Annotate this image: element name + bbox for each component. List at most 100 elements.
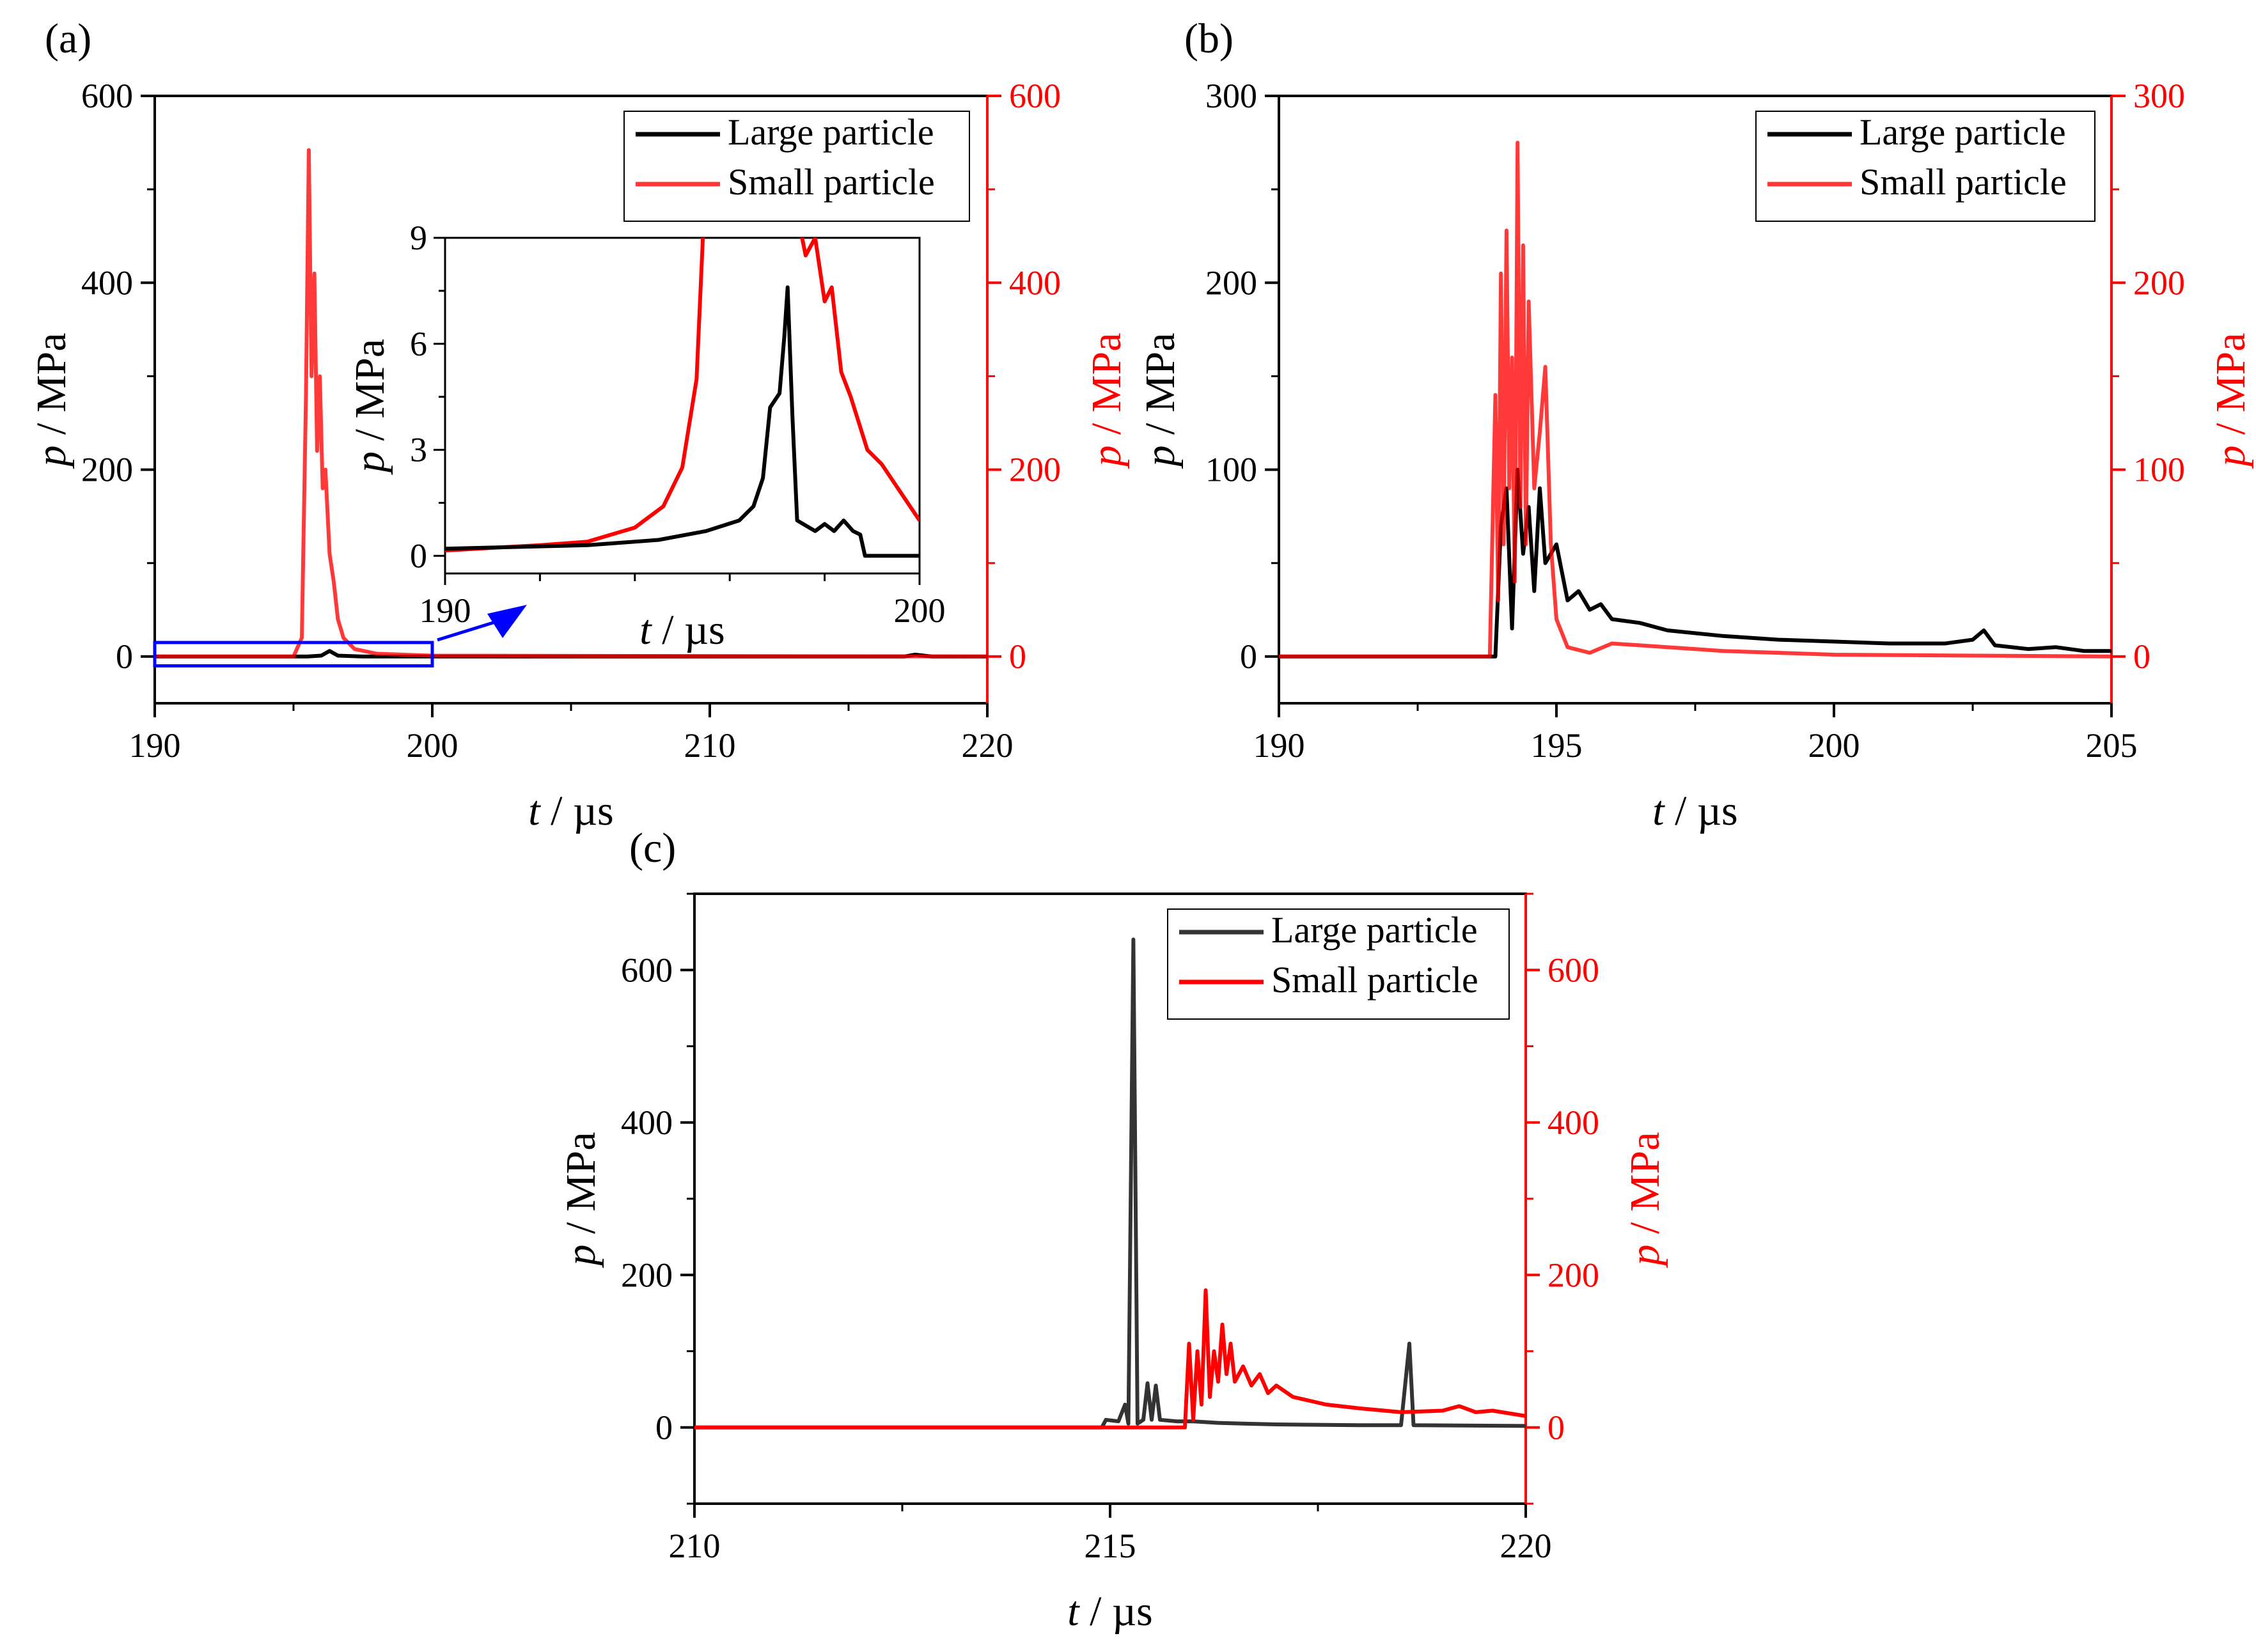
x-tick-label: 200 [1808,726,1860,765]
panel-b: 190 195 200 205 0 100 200 300 0 100 200 300 t / µs p … [1137,15,2254,834]
x-tick-label: 210 [684,726,736,765]
y2-tick-label: 100 [2133,451,2185,489]
y-tick-label: 600 [81,77,133,115]
panel-label: (b) [1184,15,1234,62]
y-axis-label-var: p [28,446,75,469]
y2-axis-label: p / MPa [2207,332,2254,469]
y2-tick-label: 200 [1547,1256,1599,1294]
y-tick-label: 600 [621,951,673,989]
y-tick-label: 0 [116,637,133,676]
x-tick-label: 220 [962,726,1014,765]
y2-tick-label: 600 [1547,951,1599,989]
series-line-small-particle [155,148,987,658]
y-tick-label: 0 [1240,637,1257,676]
y2-tick-label: 0 [1547,1408,1565,1447]
y2-tick-label: 200 [2133,263,2185,302]
zoom-arrow-line [437,618,502,642]
inset-x-tick-label: 190 [419,591,471,630]
inset-y-axis-label: p / MPa [347,339,393,475]
legend-box [623,111,970,222]
legend-label: Small particle [1860,161,2067,203]
y-axis-label-var: p [558,1245,604,1268]
inset-series-line-large-particle [445,285,920,558]
panel-c: 210 215 220 0 200 400 600 0 200 400 600 t / µs p / M… [558,825,1668,1635]
x-tick-label: 190 [1253,726,1305,765]
inset-y-axis-label-var: p [347,451,393,475]
legend-box [1167,908,1510,1020]
inset-frame [444,237,921,575]
y2-axis-label-unit: / MPa [2207,332,2254,445]
y2-tick-label: 0 [2133,637,2150,676]
y-tick-label: 300 [1205,77,1257,115]
series-line-large-particle [694,937,1526,1430]
y-tick-label: 400 [621,1103,673,1142]
y-tick-label: 200 [81,451,133,489]
y-axis-label-unit: / MPa [558,1132,604,1244]
x-tick-label: 195 [1531,726,1583,765]
y2-tick-label: 0 [1009,637,1026,676]
y-axis-label: p / MPa [1137,332,1184,469]
x-axis-label: t / µs [528,788,613,834]
y-axis-label-var: p [1137,446,1184,469]
zoom-arrow-head [487,605,527,638]
x-axis-label-unit: / µs [1079,1588,1153,1635]
x-tick-label: 190 [129,726,181,765]
y2-axis-label: p / MPa [1083,332,1130,469]
zoom-box [153,641,434,668]
inset-y-tick-label: 0 [410,536,427,575]
legend-box [1755,111,2095,222]
y-axis-label: p / MPa [558,1132,604,1268]
inset-y-tick-label: 9 [410,219,427,257]
series-line-small-particle [1279,141,2111,658]
y-axis-label: p / MPa [28,332,75,469]
panel-a: 190 200 210 220 0 200 400 600 0 200 400 600 t / µs p … [28,15,1130,834]
inset-y-tick-label: 3 [410,431,427,469]
inset-y-tick-label: 6 [410,325,427,363]
y2-tick-label: 400 [1547,1103,1599,1142]
y-tick-label: 400 [81,263,133,302]
inset-x-axis-label-var: t [639,607,652,653]
x-tick-label: 220 [1500,1527,1552,1565]
inset-x-axis-label-unit: / µs [652,607,725,653]
y-tick-label: 200 [1205,263,1257,302]
x-axis-label-unit: / µs [540,788,614,834]
x-tick-label: 205 [2086,726,2138,765]
legend-label: Large particle [1860,111,2066,153]
x-axis-label-var: t [1067,1588,1080,1635]
y2-axis-label-var: p [2207,446,2254,469]
inset-series-line-small-particle [445,238,920,553]
x-axis-label: t / µs [1652,788,1737,834]
inset-x-tick-label: 200 [894,591,946,630]
x-axis-label-var: t [1652,788,1665,834]
legend-label: Small particle [1271,959,1478,1001]
y2-axis-label-var: p [1622,1245,1668,1268]
inset-x-axis-label: t / µs [639,607,725,653]
series-line-large-particle [1279,467,2111,658]
y2-tick-label: 300 [2133,77,2185,115]
x-tick-label: 210 [669,1527,721,1565]
series-line-small-particle [694,1288,1526,1430]
y2-tick-label: 600 [1009,77,1061,115]
inset-y-axis-label-unit: / MPa [347,339,393,451]
y-tick-label: 200 [621,1256,673,1294]
y2-axis-label-var: p [1083,446,1130,469]
legend-label: Large particle [728,111,934,153]
y-tick-label: 0 [655,1408,673,1447]
x-tick-label: 200 [407,726,458,765]
x-axis-label: t / µs [1067,1588,1152,1635]
y-tick-label: 100 [1205,451,1257,489]
x-axis-label-unit: / µs [1665,788,1738,834]
y2-axis-label: p / MPa [1622,1132,1668,1268]
y-axis-label-unit: / MPa [1137,332,1184,445]
y2-axis-label-unit: / MPa [1083,332,1130,445]
inset-chart: 190 200 0 3 6 9 t / µs p / MPa [347,219,946,653]
y2-axis-label-unit: / MPa [1622,1132,1668,1244]
y2-tick-label: 200 [1009,451,1061,489]
y-axis-label-unit: / MPa [28,332,75,445]
panel-label: (a) [45,15,91,62]
x-axis-label-var: t [528,788,541,834]
legend-label: Small particle [728,161,935,203]
x-tick-label: 215 [1085,1527,1136,1565]
legend-label: Large particle [1271,909,1478,951]
